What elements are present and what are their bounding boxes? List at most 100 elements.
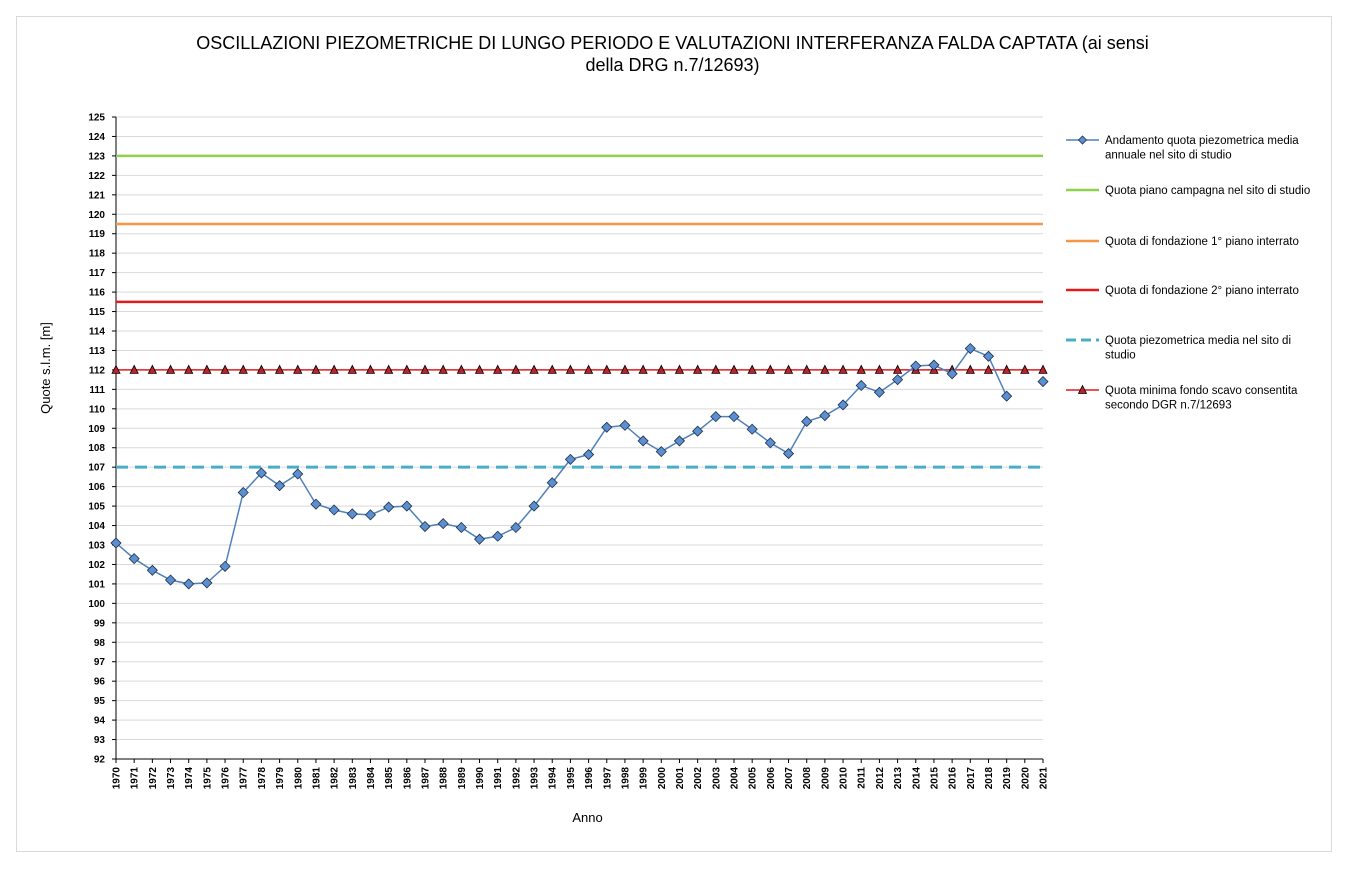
series-0-point bbox=[819, 410, 831, 422]
series-0-point bbox=[383, 501, 395, 513]
series-0-point bbox=[564, 453, 576, 465]
series-0-point bbox=[183, 578, 195, 590]
series-5-marker bbox=[874, 364, 885, 374]
y-tick-label: 120 bbox=[88, 210, 105, 221]
series-0-point bbox=[473, 533, 486, 545]
x-tick-label: 1999 bbox=[639, 767, 650, 790]
series-0-point bbox=[673, 435, 686, 447]
x-tick-label: 1991 bbox=[493, 767, 504, 790]
series-5-marker bbox=[1038, 364, 1048, 374]
y-tick-label: 118 bbox=[89, 249, 106, 260]
series-0-point bbox=[837, 399, 849, 411]
series-5-marker bbox=[402, 364, 412, 374]
series-0-point bbox=[401, 500, 413, 512]
series-5-marker bbox=[129, 364, 139, 374]
y-tick-label: 97 bbox=[94, 657, 106, 668]
x-tick-label: 1983 bbox=[348, 767, 359, 790]
series-0-point bbox=[201, 577, 213, 589]
y-tick-label: 101 bbox=[88, 579, 105, 590]
series-5-marker bbox=[547, 364, 557, 374]
x-tick-label: 1985 bbox=[384, 767, 395, 790]
x-tick-label: 2012 bbox=[875, 767, 886, 790]
legend-label-2: Quota di fondazione 1° piano interrato bbox=[1105, 236, 1299, 248]
series-5-marker bbox=[711, 364, 721, 374]
y-tick-label: 119 bbox=[89, 229, 106, 240]
x-tick-label: 2013 bbox=[893, 767, 904, 790]
series-5-marker bbox=[638, 364, 648, 374]
series-0-point bbox=[346, 508, 358, 520]
x-tick-label: 1971 bbox=[130, 767, 141, 790]
y-tick-label: 113 bbox=[89, 346, 106, 357]
x-tick-label: 1998 bbox=[620, 767, 631, 790]
x-tick-label: 1986 bbox=[402, 767, 413, 790]
series-5-marker bbox=[892, 364, 903, 374]
chart-frame bbox=[16, 16, 1332, 852]
series-5-marker bbox=[365, 364, 376, 374]
x-tick-label: 1973 bbox=[166, 767, 177, 790]
series-0-point bbox=[419, 520, 431, 533]
series-5-marker bbox=[783, 364, 794, 374]
series-5-marker bbox=[329, 364, 339, 374]
y-tick-label: 107 bbox=[88, 463, 105, 474]
y-tick-label: 122 bbox=[88, 171, 105, 182]
chart-title: OSCILLAZIONI PIEZOMETRICHE DI LUNGO PERI… bbox=[60, 32, 1285, 76]
series-5-marker bbox=[602, 364, 612, 374]
series-0-point bbox=[637, 435, 649, 447]
y-tick-label: 100 bbox=[88, 599, 105, 610]
series-5-marker bbox=[983, 364, 994, 374]
y-tick-label: 106 bbox=[88, 482, 105, 493]
x-tick-label: 1970 bbox=[112, 767, 123, 790]
series-5-marker bbox=[965, 364, 975, 374]
legend-label-0: Andamento quota piezometrica media bbox=[1105, 135, 1299, 147]
series-0-point bbox=[128, 553, 140, 565]
legend-label-3: Quota di fondazione 2° piano interrato bbox=[1105, 285, 1299, 297]
series-0-point bbox=[928, 359, 940, 371]
series-5-marker bbox=[347, 364, 357, 374]
series-5-marker bbox=[529, 364, 539, 374]
series-5-marker bbox=[765, 364, 776, 374]
legend-marker-5 bbox=[1077, 384, 1088, 394]
x-tick-label: 2021 bbox=[1039, 767, 1050, 790]
x-tick-label: 1996 bbox=[584, 767, 595, 790]
legend-label-4: Quota piezometrica media nel sito di bbox=[1105, 335, 1291, 347]
x-tick-label: 1972 bbox=[148, 767, 159, 790]
series-5-marker bbox=[202, 364, 212, 374]
legend-label-5: Quota minima fondo scavo consentita bbox=[1105, 385, 1298, 397]
series-5-marker bbox=[820, 364, 830, 374]
y-tick-label: 121 bbox=[88, 190, 105, 201]
x-tick-label: 1975 bbox=[202, 767, 213, 790]
series-0-point bbox=[146, 564, 158, 576]
series-5-marker bbox=[493, 364, 503, 374]
series-5-marker bbox=[583, 364, 594, 374]
legend-label-5: secondo DGR n.7/12693 bbox=[1105, 400, 1232, 412]
x-tick-label: 1990 bbox=[475, 767, 486, 790]
x-tick-label: 1989 bbox=[457, 767, 468, 790]
x-tick-label: 1988 bbox=[439, 767, 450, 790]
series-5-marker bbox=[674, 364, 685, 374]
x-tick-label: 2008 bbox=[802, 767, 813, 790]
y-tick-label: 123 bbox=[88, 151, 105, 162]
y-tick-label: 92 bbox=[94, 755, 106, 766]
series-0-point bbox=[546, 477, 558, 489]
series-0-point bbox=[910, 360, 922, 372]
series-0-point bbox=[274, 480, 286, 492]
y-tick-label: 108 bbox=[88, 443, 105, 454]
legend-label-0: annuale nel sito di studio bbox=[1105, 150, 1232, 162]
x-axis-title: Anno bbox=[572, 810, 602, 825]
series-5-marker bbox=[438, 364, 448, 374]
series-5-marker bbox=[620, 364, 630, 374]
y-tick-label: 105 bbox=[88, 502, 105, 513]
series-5-marker bbox=[802, 364, 812, 374]
x-tick-label: 1979 bbox=[275, 767, 286, 790]
series-5-marker bbox=[838, 364, 848, 374]
x-tick-label: 2007 bbox=[784, 767, 795, 790]
x-tick-label: 2000 bbox=[657, 767, 668, 790]
x-tick-label: 1993 bbox=[530, 767, 541, 790]
x-tick-label: 1981 bbox=[311, 767, 322, 790]
series-0-point bbox=[946, 368, 958, 380]
x-tick-label: 2005 bbox=[748, 767, 759, 790]
x-tick-label: 1994 bbox=[548, 767, 559, 790]
y-tick-label: 99 bbox=[94, 618, 106, 629]
y-axis-title: Quote s.l.m. [m] bbox=[38, 322, 53, 414]
series-0-point bbox=[583, 448, 595, 461]
